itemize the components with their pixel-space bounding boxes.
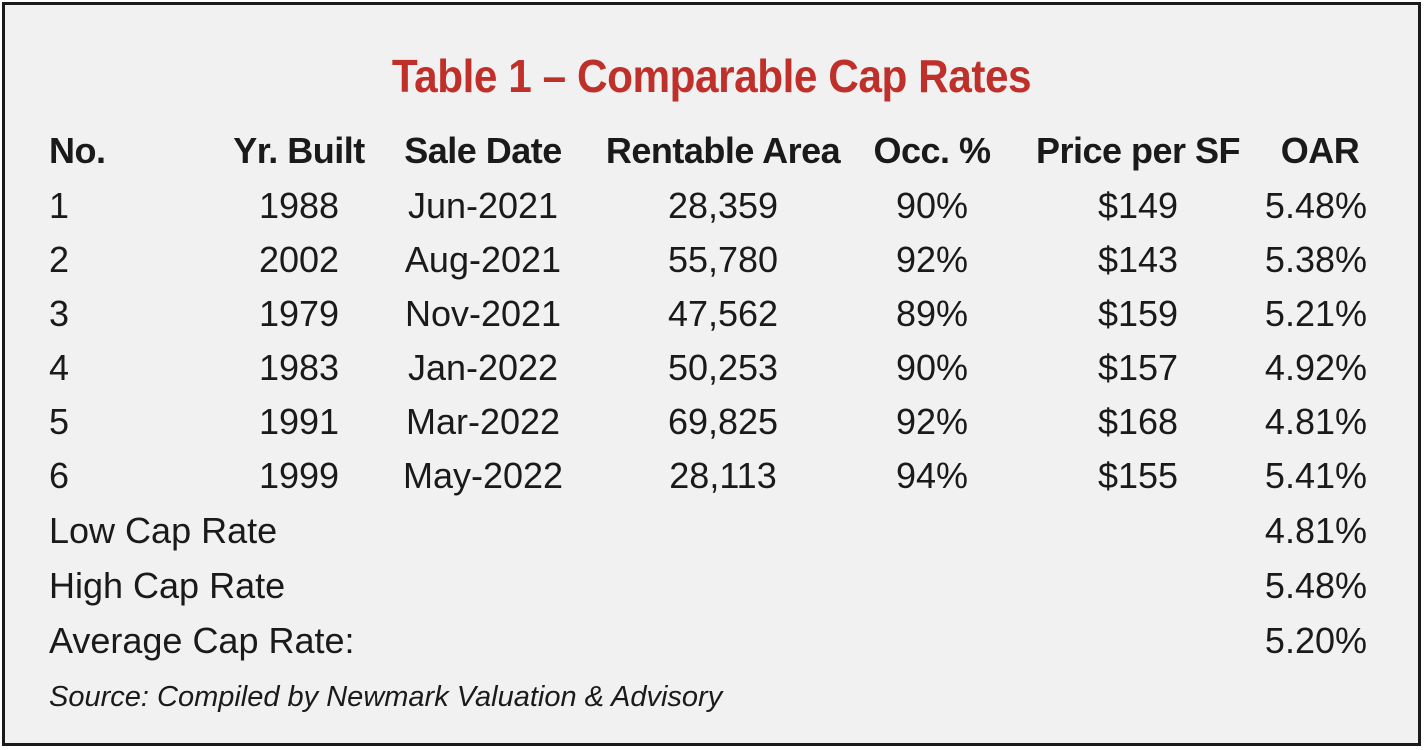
cell-yr-built: 1999 <box>258 455 340 496</box>
summary-row-low: Low Cap Rate 4.81% <box>5 511 1418 565</box>
cell-price-per-sf: $159 <box>1097 293 1179 334</box>
cell-yr-built: 1979 <box>258 293 340 334</box>
cell-no: 5 <box>49 401 70 442</box>
summary-value: 5.20% <box>1264 620 1367 661</box>
column-header-occupancy: Occ. % <box>873 130 991 171</box>
summary-value: 4.81% <box>1264 510 1367 551</box>
cell-occupancy: 89% <box>895 293 969 334</box>
table-row: 4 1983 Jan-2022 50,253 90% $157 4.92% <box>5 348 1418 402</box>
cell-rentable-area: 50,253 <box>667 347 779 388</box>
cell-oar: 5.21% <box>1264 293 1367 334</box>
column-header-no: No. <box>49 130 106 171</box>
cell-no: 2 <box>49 239 70 280</box>
table-row: 2 2002 Aug-2021 55,780 92% $143 5.38% <box>5 240 1418 294</box>
table-row: 5 1991 Mar-2022 69,825 92% $168 4.81% <box>5 402 1418 456</box>
cell-sale-date: Jan-2022 <box>407 347 559 388</box>
cell-rentable-area: 47,562 <box>667 293 779 334</box>
column-header-price-per-sf: Price per SF <box>1035 130 1241 171</box>
cell-occupancy: 94% <box>895 455 969 496</box>
table-header-row: No. Yr. Built Sale Date Rentable Area Oc… <box>5 131 1418 185</box>
table-title: Table 1 – Comparable Cap Rates <box>391 50 1032 102</box>
cell-yr-built: 1983 <box>258 347 340 388</box>
cell-occupancy: 92% <box>895 401 969 442</box>
table-row: 1 1988 Jun-2021 28,359 90% $149 5.48% <box>5 186 1418 240</box>
summary-label: Average Cap Rate: <box>49 620 355 661</box>
cell-rentable-area: 69,825 <box>667 401 779 442</box>
cell-oar: 4.81% <box>1264 401 1367 442</box>
source-note: Source: Compiled by Newmark Valuation & … <box>49 681 723 713</box>
cell-no: 1 <box>49 185 70 226</box>
cell-rentable-area: 28,113 <box>669 455 777 496</box>
cell-sale-date: Nov-2021 <box>404 293 562 334</box>
summary-row-average: Average Cap Rate: 5.20% <box>5 621 1418 675</box>
summary-value: 5.48% <box>1264 565 1367 606</box>
cell-yr-built: 1988 <box>258 185 340 226</box>
cell-oar: 5.48% <box>1264 185 1367 226</box>
cell-oar: 5.38% <box>1264 239 1367 280</box>
cell-sale-date: Aug-2021 <box>404 239 562 280</box>
cell-no: 6 <box>49 455 70 496</box>
summary-label: High Cap Rate <box>49 565 286 606</box>
cell-sale-date: Jun-2021 <box>407 185 559 226</box>
column-header-rentable-area: Rentable Area <box>605 130 841 171</box>
cell-no: 3 <box>49 293 70 334</box>
summary-row-high: High Cap Rate 5.48% <box>5 566 1418 620</box>
table-row: 3 1979 Nov-2021 47,562 89% $159 5.21% <box>5 294 1418 348</box>
cell-occupancy: 92% <box>895 239 969 280</box>
column-header-oar: OAR <box>1280 130 1360 171</box>
cell-yr-built: 1991 <box>258 401 340 442</box>
cell-price-per-sf: $149 <box>1097 185 1179 226</box>
cell-oar: 4.92% <box>1264 347 1367 388</box>
cell-price-per-sf: $155 <box>1097 455 1179 496</box>
cell-sale-date: Mar-2022 <box>405 401 561 442</box>
cell-price-per-sf: $157 <box>1097 347 1179 388</box>
column-header-yr-built: Yr. Built <box>233 130 365 171</box>
summary-label: Low Cap Rate <box>49 510 278 551</box>
cell-oar: 5.41% <box>1264 455 1367 496</box>
cell-price-per-sf: $168 <box>1097 401 1179 442</box>
cell-occupancy: 90% <box>895 347 969 388</box>
column-header-sale-date: Sale Date <box>404 130 562 171</box>
cell-rentable-area: 28,359 <box>667 185 779 226</box>
cell-yr-built: 2002 <box>258 239 340 280</box>
cell-price-per-sf: $143 <box>1097 239 1179 280</box>
table-row: 6 1999 May-2022 28,113 94% $155 5.41% <box>5 456 1418 510</box>
cell-rentable-area: 55,780 <box>667 239 779 280</box>
cell-sale-date: May-2022 <box>402 455 564 496</box>
cell-occupancy: 90% <box>895 185 969 226</box>
cell-no: 4 <box>49 347 70 388</box>
